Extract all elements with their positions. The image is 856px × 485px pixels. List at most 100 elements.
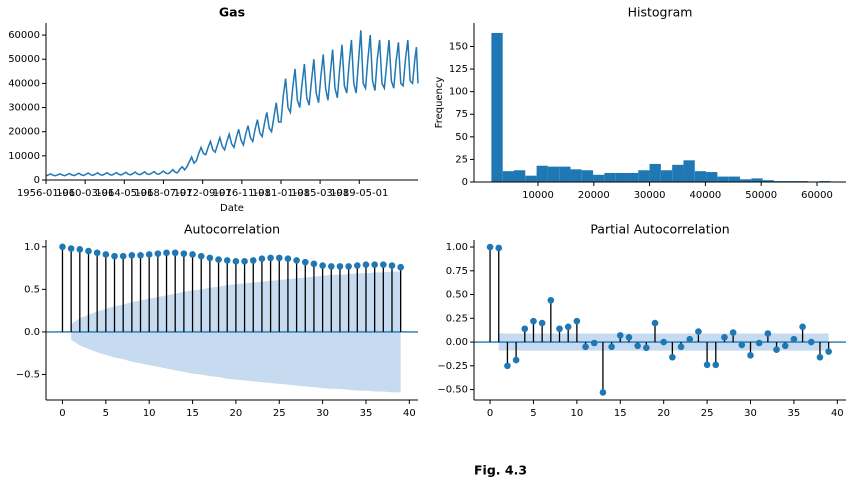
y-tick-label: −0.5 <box>16 369 40 380</box>
stem-marker <box>625 333 633 341</box>
chart-title: Partial Autocorrelation <box>590 222 729 237</box>
stem-marker <box>764 330 772 337</box>
x-tick-label: 15 <box>186 408 199 419</box>
x-tick-label: 30 <box>316 408 329 419</box>
stem-marker <box>154 250 162 257</box>
stem-marker <box>354 262 361 269</box>
x-tick-label: 40000 <box>689 190 721 201</box>
stem-marker <box>695 328 702 335</box>
stem-marker <box>241 257 248 265</box>
histogram-bar <box>593 174 605 182</box>
y-tick-label: 10000 <box>8 151 40 162</box>
stem-marker <box>729 329 737 336</box>
x-tick-label: 25 <box>273 408 286 419</box>
histogram-bar <box>626 172 639 182</box>
histogram-bar <box>649 163 661 182</box>
histogram-bar <box>683 160 695 182</box>
x-tick-label: 35 <box>788 408 801 419</box>
y-tick-label: 0.00 <box>446 337 468 348</box>
stem-marker <box>223 257 231 264</box>
stem-marker <box>495 244 503 252</box>
histogram-bar <box>570 169 582 182</box>
chart-title: Gas <box>219 5 245 20</box>
stem-marker <box>85 247 92 255</box>
x-tick-label: 20 <box>230 408 243 419</box>
stem-marker <box>319 262 326 269</box>
x-tick-label: 1981-01-01 <box>252 188 310 199</box>
y-tick-label: 0 <box>34 175 40 186</box>
x-tick-label: 1985-03-01 <box>291 188 349 199</box>
stem-marker <box>582 343 589 351</box>
stem-marker <box>59 243 66 251</box>
histogram-bar <box>751 178 763 182</box>
stem-marker <box>275 254 283 262</box>
stem-marker <box>703 361 711 369</box>
x-tick-label: 1956-01-01 <box>17 188 75 199</box>
stem-marker <box>530 317 537 325</box>
x-tick-label: 1972-09-01 <box>174 188 232 199</box>
stem-marker <box>258 255 266 263</box>
histogram-bar <box>491 32 503 182</box>
histogram-bar <box>536 165 548 182</box>
stem-marker <box>119 252 127 260</box>
stem-marker <box>564 323 572 331</box>
stem-marker <box>180 250 188 257</box>
stem-marker <box>660 338 667 346</box>
x-tick-label: 5 <box>530 408 536 419</box>
y-tick-label: 40000 <box>8 78 40 89</box>
x-tick-label: 35 <box>360 408 373 419</box>
y-tick-label: 0.25 <box>446 313 468 324</box>
stem-marker <box>380 261 387 268</box>
histogram-bar <box>728 176 740 182</box>
stem-marker <box>669 353 676 361</box>
stem-marker <box>712 361 720 369</box>
stem-marker <box>816 353 824 361</box>
stem-marker <box>807 338 815 346</box>
x-tick-label: 1968-07-01 <box>134 188 192 199</box>
stem-marker <box>232 257 240 265</box>
stem-marker <box>206 254 214 262</box>
x-tick-label: 10 <box>571 408 584 419</box>
x-tick-label: 40 <box>831 408 844 419</box>
y-tick-label: 60000 <box>8 30 40 41</box>
x-tick-label: 0 <box>487 408 493 419</box>
stem-marker <box>677 343 685 351</box>
x-tick-label: 30000 <box>634 190 666 201</box>
y-tick-label: 20000 <box>8 127 40 138</box>
y-tick-label: 125 <box>449 64 468 75</box>
x-tick-label: 5 <box>103 408 109 419</box>
y-tick-label: 1.00 <box>446 242 468 253</box>
stem-marker <box>608 343 615 351</box>
stem-marker <box>721 333 728 341</box>
stem-marker <box>573 317 581 325</box>
y-tick-label: −0.25 <box>437 361 468 372</box>
stem-marker <box>504 362 511 370</box>
histogram-bar <box>581 170 594 182</box>
stem-marker <box>293 257 300 264</box>
stem-marker <box>171 249 179 257</box>
figure-caption: Fig. 4.3 <box>474 463 527 478</box>
x-tick-label: 1989-05-01 <box>330 188 388 199</box>
x-tick-label: 30 <box>744 408 757 419</box>
stem-marker <box>599 389 607 396</box>
stem-marker <box>790 335 798 343</box>
stem-marker <box>336 263 344 270</box>
stem-marker <box>93 249 101 257</box>
y-tick-label: 25 <box>455 154 468 165</box>
x-tick-label: 20000 <box>578 190 610 201</box>
stem-marker <box>773 346 780 353</box>
x-tick-label: 20 <box>657 408 670 419</box>
x-tick-label: 10 <box>143 408 156 419</box>
stem-marker <box>521 325 529 333</box>
stem-marker <box>145 251 153 258</box>
stem-marker <box>345 263 352 270</box>
x-tick-label: 1960-03-01 <box>56 188 114 199</box>
stem-marker <box>362 261 370 268</box>
y-tick-label: 150 <box>449 41 468 52</box>
stem-marker <box>310 260 318 268</box>
stem-marker <box>643 344 650 352</box>
chart-title: Autocorrelation <box>184 222 280 237</box>
stem-marker <box>634 342 641 350</box>
stem-marker <box>189 251 196 258</box>
y-tick-label: 50 <box>455 132 468 143</box>
